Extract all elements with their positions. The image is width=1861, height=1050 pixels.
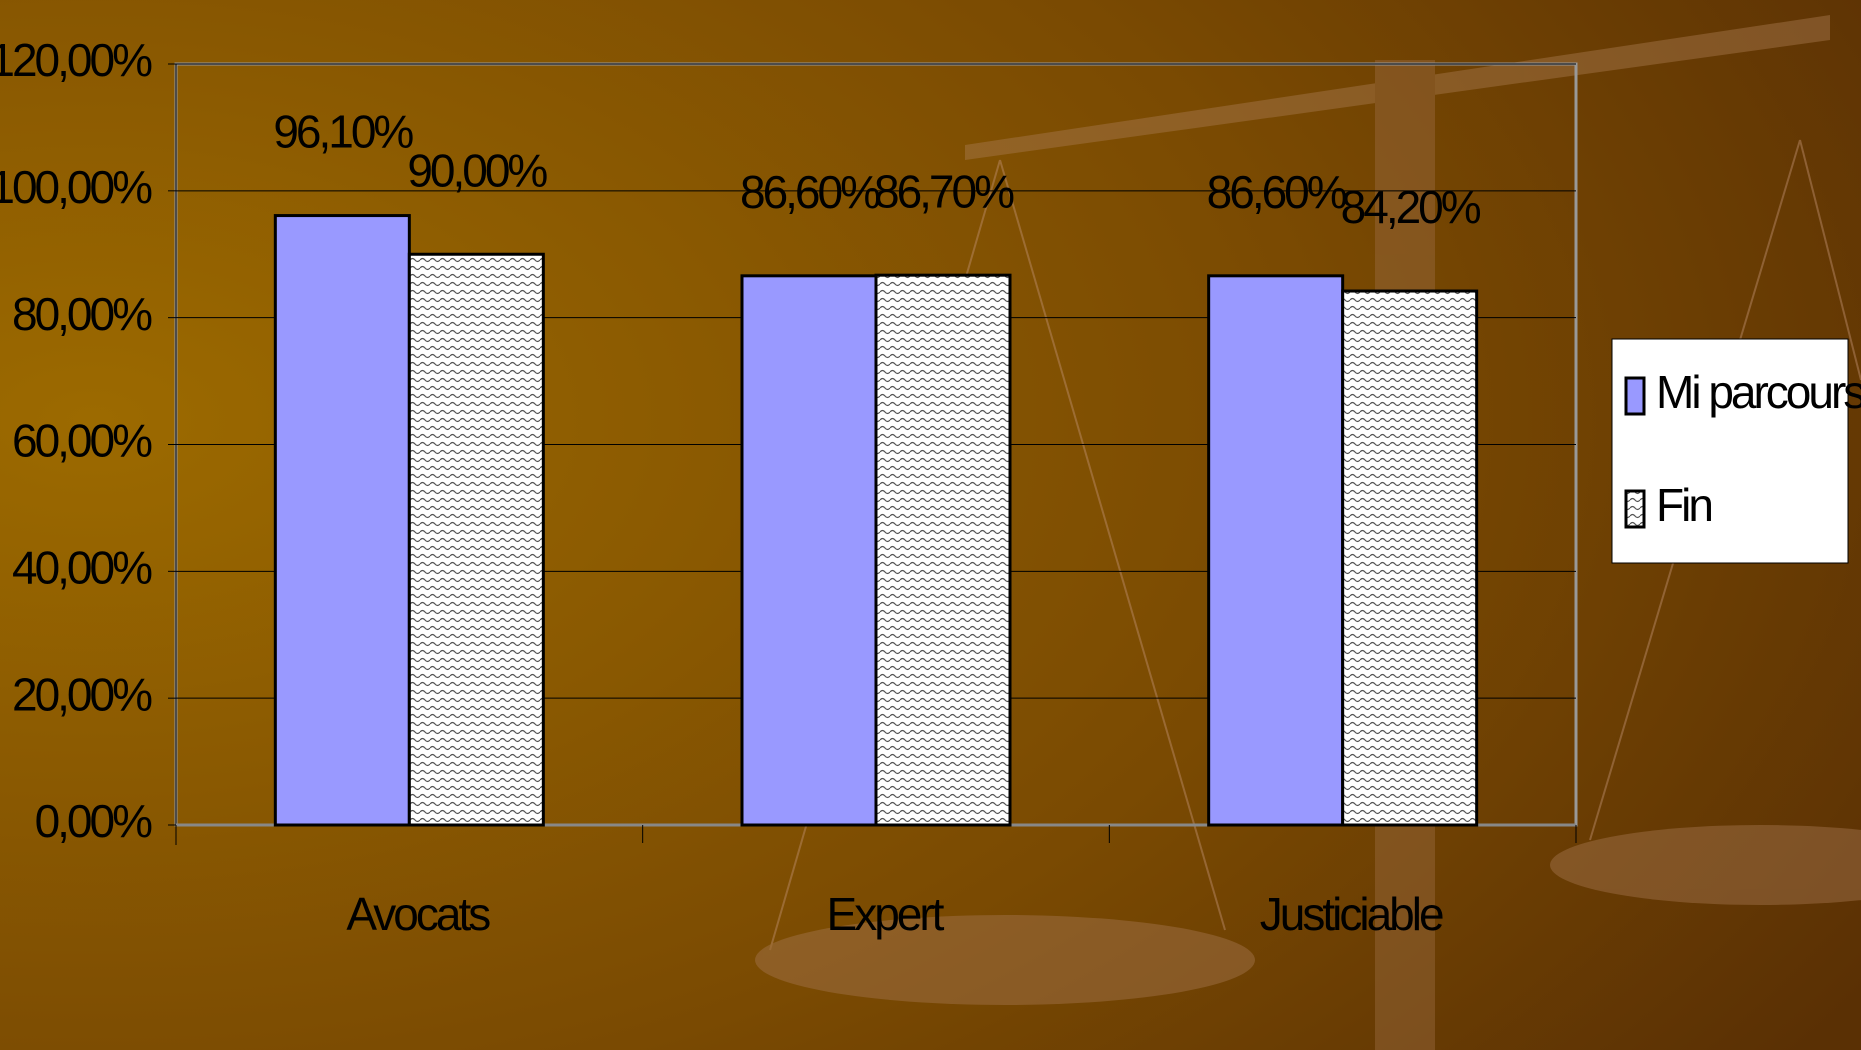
value-label: 84,20%: [1341, 181, 1481, 233]
bar: [740, 274, 878, 827]
value-label: 86,60%: [1207, 166, 1347, 218]
bar: [407, 252, 545, 827]
bar: [273, 214, 411, 827]
y-tick-label: 20,00%: [12, 668, 152, 720]
y-tick-label: 40,00%: [12, 541, 152, 593]
bar: [874, 273, 1012, 827]
bar: [1207, 274, 1345, 827]
value-label: 90,00%: [407, 144, 547, 196]
legend-box: [1611, 338, 1849, 564]
legend-label: Mi parcours: [1656, 366, 1861, 418]
value-label: 96,10%: [273, 106, 413, 158]
x-tick-label: Justiciable: [1260, 888, 1443, 940]
legend-label: Fin: [1656, 479, 1711, 531]
value-label: 86,70%: [874, 165, 1014, 217]
y-tick-label: 0,00%: [35, 795, 153, 847]
y-tick-label: 80,00%: [12, 288, 152, 340]
y-tick-label: 100,00%: [0, 161, 152, 213]
legend-swatch: [1624, 376, 1646, 416]
x-tick-label: Avocats: [346, 888, 490, 940]
x-tick-label: Expert: [827, 888, 945, 940]
legend-swatch: [1624, 489, 1646, 529]
y-tick-label: 120,00%: [0, 34, 152, 86]
value-label: 86,60%: [740, 166, 880, 218]
y-tick-label: 60,00%: [12, 415, 152, 467]
bar: [1341, 289, 1479, 827]
